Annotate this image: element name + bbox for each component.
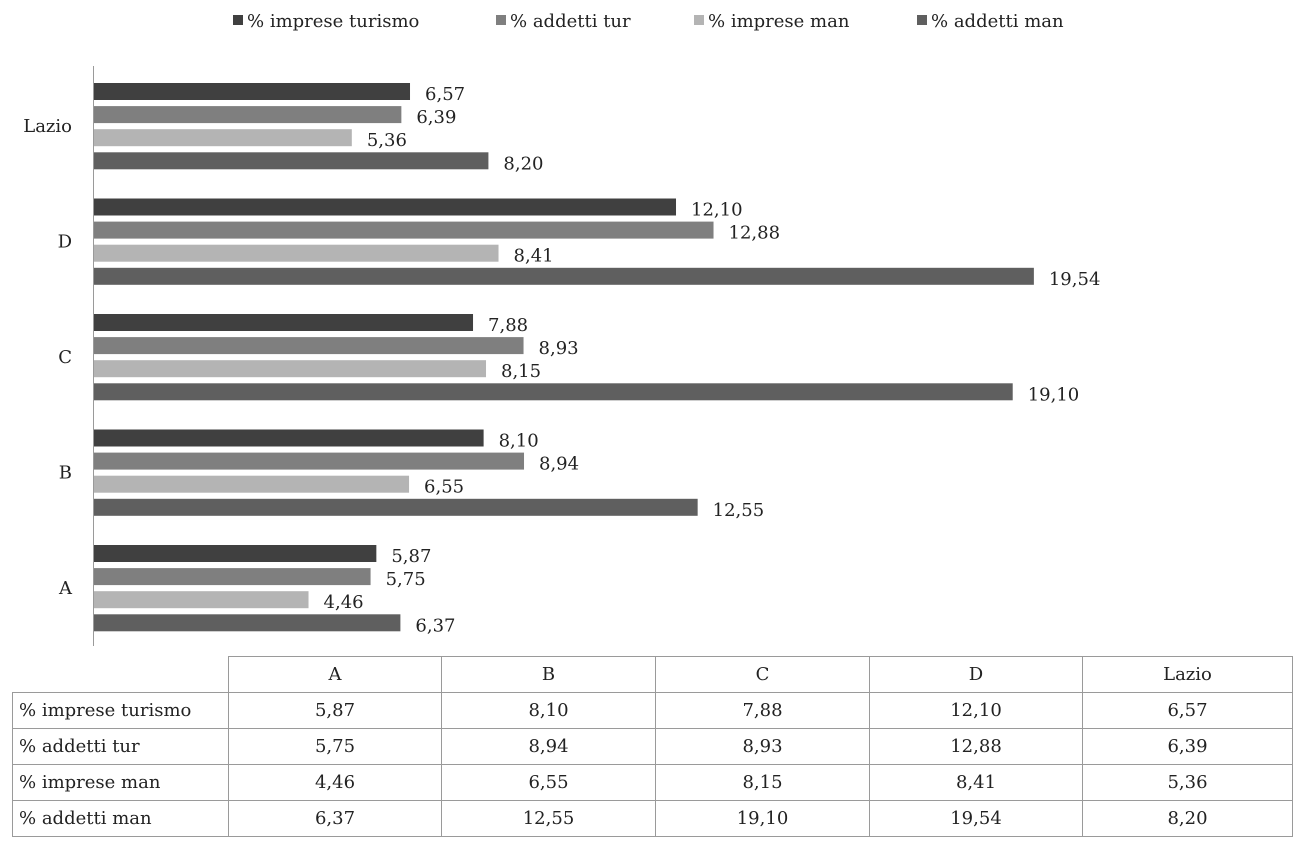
legend-swatch [496,15,506,25]
table-cell: 8,20 [1082,800,1293,837]
bar [94,429,484,447]
data-label: 4,46 [324,592,364,613]
table-cell: 19,54 [869,800,1083,837]
legend-label: % addetti tur [510,11,631,32]
table-cell: 12,10 [869,692,1083,729]
table-row: % addetti tur 5,75 8,94 8,93 12,88 6,39 [12,728,1293,765]
data-label: 6,57 [425,84,465,105]
table-cell: 4,46 [228,764,442,801]
table-row-label: % addetti tur [12,728,229,765]
bar [94,314,474,331]
data-label: 12,55 [713,500,765,521]
table-cell: 19,10 [655,800,870,837]
bar [94,498,698,516]
category-labels: A B C D Lazio [23,116,73,599]
data-label: 5,36 [367,130,407,151]
table-header-cell: Lazio [1082,656,1293,693]
bar [94,221,714,239]
category-label: B [59,463,72,484]
bar [94,383,1013,401]
bar-chart: % imprese turismo % addetti tur % imprese … [23,11,1101,646]
table-cell: 8,10 [441,692,656,729]
value-labels: 5,875,75 4,46 6,37 8,108,94 6,55 12,55 7,88 8,9… [324,84,1101,636]
table-cell: 8,93 [655,728,870,765]
bar [94,244,499,262]
legend-label: % imprese turismo [247,11,419,32]
legend-label: % imprese man [708,11,850,32]
table-cell: 7,88 [655,692,870,729]
table-header-cell: C [655,656,870,693]
table-cell: 8,41 [869,764,1083,801]
bar-series [94,83,1034,632]
table-cell: 5,36 [1082,764,1293,801]
data-label: 5,75 [386,569,426,590]
table-row-label: % imprese turismo [12,692,229,729]
table-cell: 8,94 [441,728,656,765]
bar [94,568,371,586]
data-label: 19,54 [1049,269,1101,290]
legend-swatch [233,15,243,25]
bar [94,591,309,609]
category-label: A [58,578,73,599]
table-row-label: % addetti man [12,800,229,837]
data-label: 8,41 [514,246,554,267]
legend-swatch [694,15,704,25]
table-row: % addetti man 6,37 12,55 19,10 19,54 8,2… [12,800,1293,837]
table-cell: 6,37 [228,800,442,837]
table-cell: 6,57 [1082,692,1293,729]
table-cell: 12,88 [869,728,1083,765]
legend-swatch [917,15,927,25]
data-label: 7,88 [488,315,528,336]
data-label: 12,10 [691,200,743,221]
data-label: 12,88 [729,223,781,244]
bar [94,475,410,493]
table-cell: 8,15 [655,764,870,801]
bar [94,452,525,470]
table-cell: 6,55 [441,764,656,801]
table-cell: 5,75 [228,728,442,765]
data-label: 19,10 [1028,384,1080,405]
bar [94,360,487,378]
data-label: 6,39 [416,107,456,128]
table-header-cell: B [441,656,656,693]
data-label: 8,15 [501,361,541,382]
bar [94,198,677,216]
table-header-row: A B C D Lazio [12,656,1293,693]
data-label: 8,94 [539,454,579,475]
bar [94,267,1034,285]
category-label: D [58,232,72,253]
bar [94,129,352,147]
bar [94,152,489,170]
data-label: 6,55 [424,477,464,498]
bar [94,83,411,100]
data-label: 8,10 [499,431,539,452]
table-header-cell: D [869,656,1083,693]
table-cell: 6,39 [1082,728,1293,765]
bar [94,545,377,562]
table-cell: 5,87 [228,692,442,729]
data-label: 5,87 [391,546,431,567]
category-label: C [58,347,72,368]
table-row-label: % imprese man [12,764,229,801]
table-row: % imprese man 4,46 6,55 8,15 8,41 5,36 [12,764,1293,801]
data-label: 8,20 [503,153,543,174]
data-label: 8,93 [539,338,579,359]
data-label: 6,37 [415,615,455,636]
table-corner-cell [12,656,229,693]
bar [94,337,524,355]
category-label: Lazio [23,116,72,137]
bar [94,614,401,632]
table-row: % imprese turismo 5,87 8,10 7,88 12,10 6… [12,692,1293,729]
bar [94,106,402,124]
chart-legend: % imprese turismo % addetti tur % imprese … [233,11,1064,32]
legend-label: % addetti man [931,11,1064,32]
table-cell: 12,55 [441,800,656,837]
table-header-cell: A [228,656,442,693]
data-table: A B C D Lazio % imprese turismo 5,87 8,1… [12,656,1293,837]
